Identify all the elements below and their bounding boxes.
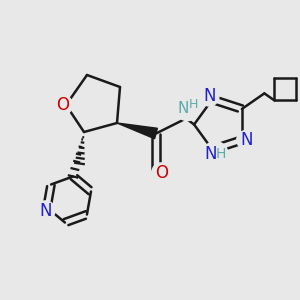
Circle shape bbox=[152, 163, 171, 182]
Text: N: N bbox=[205, 145, 217, 163]
Text: H: H bbox=[216, 147, 226, 161]
Circle shape bbox=[175, 95, 200, 121]
Circle shape bbox=[200, 87, 219, 106]
Text: N: N bbox=[39, 202, 52, 220]
Text: O: O bbox=[56, 96, 70, 114]
Polygon shape bbox=[117, 123, 158, 139]
Text: N: N bbox=[203, 87, 216, 105]
Circle shape bbox=[53, 95, 73, 115]
Text: N: N bbox=[177, 100, 189, 116]
Circle shape bbox=[36, 201, 55, 220]
Text: N: N bbox=[240, 131, 253, 149]
Circle shape bbox=[237, 130, 256, 150]
Text: O: O bbox=[155, 164, 168, 181]
Text: H: H bbox=[189, 98, 198, 111]
Circle shape bbox=[203, 142, 228, 167]
